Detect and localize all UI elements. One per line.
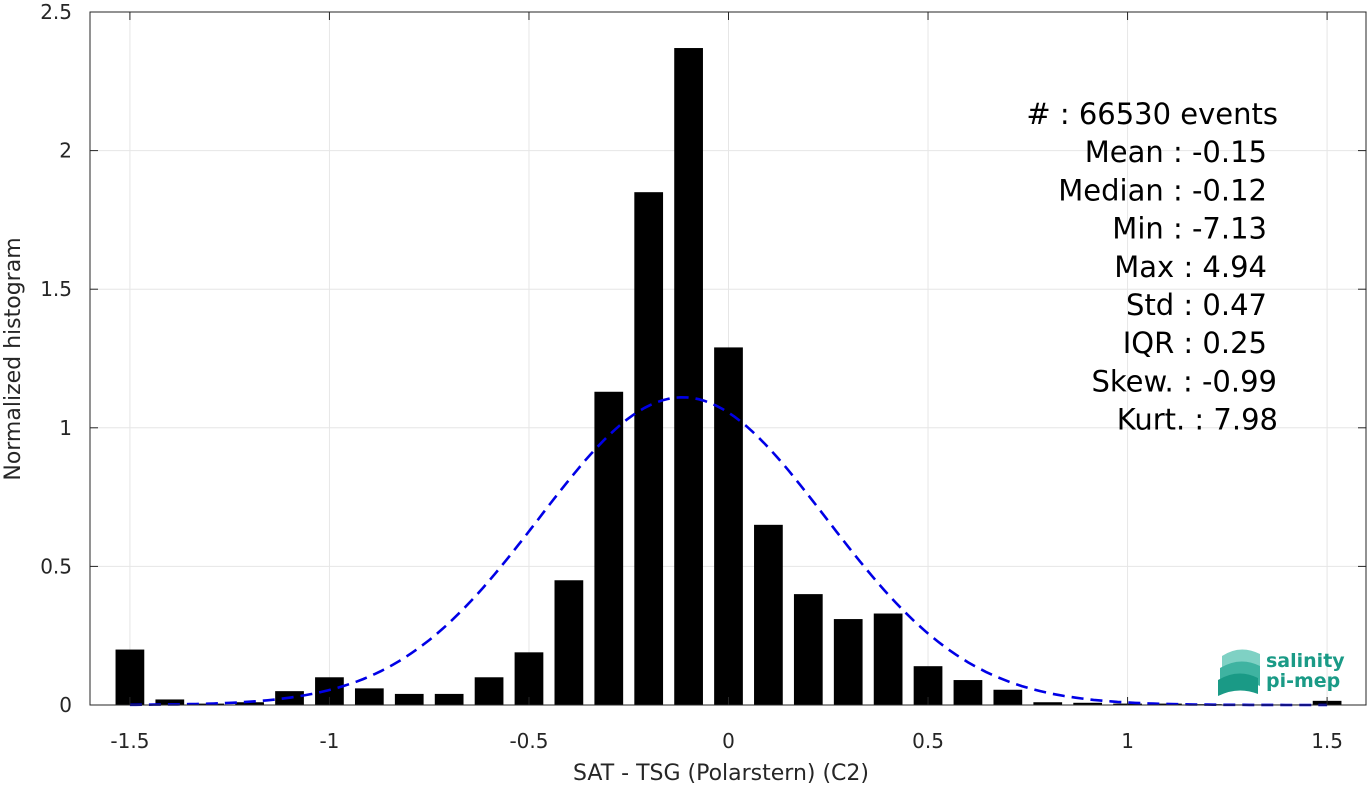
y-axis-label: Normalized histogram	[1, 237, 26, 480]
stats-line-3: Min : -7.13	[1112, 212, 1267, 246]
stats-line-6: IQR : 0.25	[1123, 326, 1267, 360]
histogram-bar-12	[594, 391, 624, 705]
histogram-bar-24	[1073, 702, 1103, 705]
histogram-bar-16	[754, 524, 783, 705]
y-tick-label-5: 2.5	[40, 0, 72, 24]
x-tick-label-2: -0.5	[509, 729, 548, 753]
salinity-pi-mep-logo: salinity pi-mep	[1218, 649, 1345, 696]
histogram-bar-6	[354, 688, 384, 705]
x-tick-labels: -1.5 -1 -0.5 0 0.5 1 1.5	[110, 729, 1343, 753]
x-tick-label-6: 1.5	[1311, 729, 1343, 753]
x-tick-label-3: 0	[722, 729, 735, 753]
stats-line-0: # : 66530 events	[1026, 97, 1278, 131]
histogram-bar-17	[793, 594, 823, 705]
y-tick-labels: 0 0.5 1 1.5 2 2.5	[40, 0, 72, 717]
stats-line-4: Max : 4.94	[1114, 250, 1267, 284]
histogram-bar-8	[434, 693, 464, 705]
histogram-bar-13	[634, 192, 664, 705]
axis-ticks	[90, 11, 1366, 706]
logo-line1: salinity	[1266, 650, 1345, 672]
histogram-bar-14	[674, 48, 703, 705]
x-tick-label-0: -1.5	[110, 729, 149, 753]
x-tick-label-4: 0.5	[912, 729, 944, 753]
x-axis-label: SAT - TSG (Polarstern) (C2)	[573, 761, 869, 785]
histogram-bar-18	[833, 619, 863, 705]
y-tick-label-3: 1.5	[40, 277, 72, 301]
histogram-bar-0	[115, 649, 145, 705]
stats-line-7: Skew. : -0.99	[1091, 364, 1277, 398]
stats-line-5: Std : 0.47	[1126, 288, 1267, 322]
histogram-bar-23	[1033, 702, 1063, 705]
stats-line-1: Mean : -0.15	[1085, 135, 1267, 169]
stats-annotation: # : 66530 events Mean : -0.15 Median : -0.…	[1026, 97, 1278, 437]
histogram-bars	[115, 48, 1342, 705]
y-tick-label-2: 1	[59, 416, 72, 440]
histogram-bar-19	[873, 613, 903, 705]
histogram-bar-10	[514, 652, 544, 705]
x-tick-label-1: -1	[319, 729, 339, 753]
stats-line-2: Median : -0.12	[1058, 173, 1267, 207]
histogram-bar-22	[993, 689, 1023, 705]
histogram-bar-11	[554, 580, 584, 705]
histogram-bar-15	[714, 347, 743, 705]
logo-wave-icon	[1218, 649, 1260, 696]
y-tick-label-4: 2	[59, 139, 72, 163]
histogram-bar-1	[155, 699, 185, 705]
y-tick-label-0: 0	[59, 693, 72, 717]
x-tick-label-5: 1	[1121, 729, 1134, 753]
normal-fit-curve	[129, 395, 1328, 707]
histogram-bar-9	[474, 677, 504, 705]
y-tick-label-1: 0.5	[40, 554, 72, 578]
histogram-bar-7	[394, 693, 424, 705]
stats-line-8: Kurt. : 7.98	[1117, 403, 1278, 437]
logo-line2: pi-mep	[1266, 670, 1340, 692]
histogram-bar-21	[953, 680, 983, 705]
histogram-bar-3	[235, 702, 264, 705]
